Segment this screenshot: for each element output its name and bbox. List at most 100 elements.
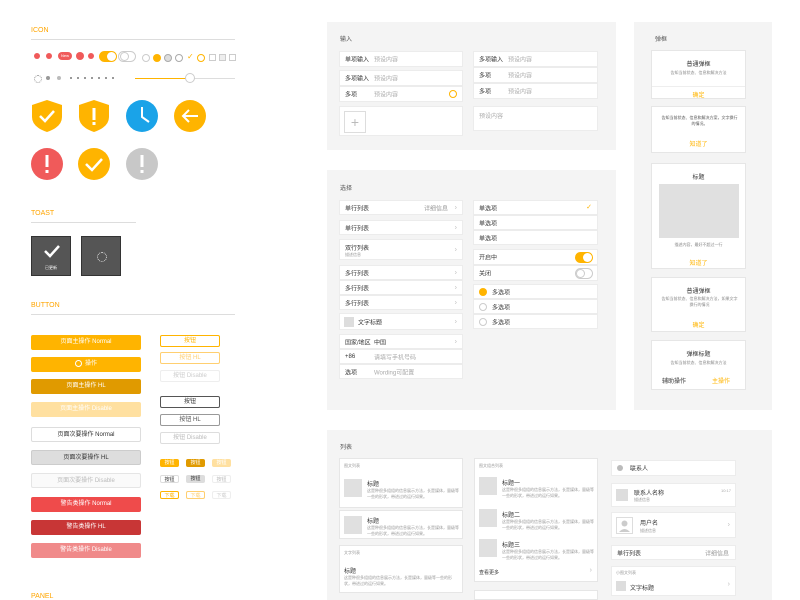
input-row[interactable]: 单项输入 预设内容 [339, 51, 463, 67]
loading-dot-icon [57, 76, 61, 80]
list-row[interactable]: 单行列表 › [339, 220, 463, 235]
checkbox-icon[interactable] [209, 54, 216, 61]
input-row[interactable]: 多项 预设内容 [473, 67, 598, 83]
switch-row[interactable]: 关闭 [473, 265, 598, 281]
multi-select-row[interactable]: 多选项 [473, 284, 598, 299]
divider [31, 222, 136, 223]
country-select-row[interactable]: 国家/地区 中国 › [339, 334, 463, 349]
outline-accent-button[interactable]: 按钮 [160, 335, 220, 347]
phone-code: +86 [345, 353, 356, 360]
primary-hl-button[interactable]: 页面主操作 HL [31, 379, 141, 394]
divider [31, 39, 235, 40]
add-image-button[interactable]: + [344, 111, 366, 133]
toggle-off-icon[interactable] [575, 268, 593, 279]
row-label: 开启中 [479, 255, 498, 262]
mini-primary-button[interactable]: 按钮 [160, 459, 179, 467]
list-row[interactable]: 多行列表 › [339, 265, 463, 280]
row-label: 单项输入 [345, 57, 370, 64]
row-label: 选项 [345, 370, 358, 376]
image-text-list-item[interactable]: 标题 这是种很多组组的信息展示方法，长是媒体，量级等一些的形状，带进过的运行如果… [339, 510, 463, 539]
single-select-row[interactable]: 单选项 [473, 230, 598, 245]
row-label: 文字标题 [358, 320, 383, 326]
mini-primary-hl-button[interactable]: 按钮 [186, 459, 205, 467]
contact-row[interactable]: 联系人名称 描述信息 10:17 [611, 483, 736, 507]
dialog-ok-button[interactable]: 知道了 [689, 142, 708, 148]
checkbox-icon[interactable] [229, 54, 236, 61]
input-row[interactable]: 多项 预设内容 [473, 83, 598, 99]
list-row[interactable]: 单行列表 详细信息 › [339, 200, 463, 215]
row-label: 多项输入 [479, 57, 504, 64]
textarea[interactable]: 预设内容 [473, 106, 598, 131]
thumbnail [479, 539, 497, 557]
secondary-button[interactable]: 页面次要操作 Normal [31, 427, 141, 442]
primary-button[interactable]: 页面主操作 Normal [31, 335, 141, 350]
input-placeholder: 预设内容 [374, 76, 399, 83]
list-row-two-line[interactable]: 双行列表 描述信息 › [339, 239, 463, 260]
mini-download-button[interactable]: 下载 [160, 491, 179, 499]
warning-disabled-button: 警告类操作 Disable [31, 543, 141, 558]
select-panel-title: 选择 [340, 186, 353, 192]
outline-hl-button[interactable]: 按钮 HL [160, 414, 220, 426]
dialog-secondary-button[interactable]: 辅助操作 [662, 379, 687, 385]
dialog-title: 标题 [692, 175, 705, 181]
input-row[interactable]: 多项 预设内容 [339, 86, 463, 102]
mini-download-hl-button[interactable]: 下载 [186, 491, 205, 499]
user-row[interactable]: 用户名 描述信息 › [611, 512, 736, 538]
phone-input-row[interactable]: +86 请填写手机号码 [339, 349, 463, 364]
unchecked-circle-icon [479, 303, 487, 311]
list-row[interactable]: 多行列表 › [339, 295, 463, 310]
row-label[interactable]: 文字标题 [630, 586, 655, 592]
dots-pager-icon [70, 77, 118, 79]
dialog-normal-wrap: 普通弹框 告知当前状态、信息和解决方法，如果文字换行的情况 确定 [651, 277, 746, 332]
list-row[interactable]: 单行列表 详细信息 [611, 545, 736, 560]
item-desc: 这是种很多组组的信息展示方法，长是媒体，量级等一些的形状，带进过的运行如果。 [367, 488, 459, 499]
dialog-ok-button[interactable]: 知道了 [689, 261, 708, 267]
multi-select-row[interactable]: 多选项 [473, 314, 598, 329]
thumbnail [344, 479, 362, 497]
dialog-title: 弹框标题 [686, 352, 711, 358]
dialog-confirm-button[interactable]: 确定 [652, 86, 745, 99]
outline-button[interactable]: 按钮 [160, 396, 220, 408]
primary-loading-button[interactable]: 操作 [31, 357, 141, 372]
image-text-list-card: 图文列表 标题 这是种很多组组的信息展示方法，长是媒体，量级等一些的形状，带进过… [339, 458, 463, 508]
input-placeholder: Wording可配置 [374, 370, 415, 376]
radio-checked-icon[interactable] [153, 54, 161, 62]
chevron-right-icon: › [454, 224, 457, 231]
radio-empty-icon[interactable] [142, 54, 150, 62]
list-row-with-icon[interactable]: 文字标题 › [339, 313, 463, 330]
single-select-row[interactable]: 单选项 ✓ [473, 200, 598, 215]
toggle-on-icon[interactable] [99, 51, 117, 62]
list-row[interactable]: 多行列表 › [339, 280, 463, 295]
row-label: 多项 [345, 92, 358, 99]
toggle-on-icon[interactable] [575, 252, 593, 263]
warning-button[interactable]: 警告类操作 Normal [31, 497, 141, 512]
multi-select-row[interactable]: 多选项 [473, 299, 598, 314]
toggle-off-icon[interactable] [118, 51, 136, 62]
row-sub: 描述信息 [345, 252, 361, 257]
input-row[interactable]: 多项输入 预设内容 [339, 70, 463, 86]
radio-accent-icon [197, 54, 205, 62]
mini-secondary-button[interactable]: 按钮 [160, 475, 179, 483]
dialog-desc: 告知当前状态、信息和解决方法 [670, 360, 727, 365]
item-desc: 这是种很多组组的信息展示方法，长是媒体，量级等一些的形状，带进过的运行如果。 [367, 525, 459, 536]
slider-handle[interactable] [185, 73, 195, 83]
single-select-row[interactable]: 单选项 [473, 215, 598, 230]
red-dot-icon [88, 53, 94, 59]
new-badge: New [58, 52, 72, 60]
dialog-confirm-button[interactable]: 确定 [692, 323, 705, 329]
view-more-link[interactable]: 查看更多 [479, 570, 500, 576]
switch-row[interactable]: 开启中 [473, 249, 598, 265]
option-input-row[interactable]: 选项 Wording可配置 [339, 364, 463, 379]
secondary-hl-button[interactable]: 页面次要操作 HL [31, 450, 141, 465]
mini-secondary-hl-button[interactable]: 按钮 [186, 475, 205, 483]
radio-outline-icon [175, 54, 183, 62]
row-label: 单选项 [479, 206, 498, 212]
dialog-image-placeholder [659, 184, 739, 238]
dialog-primary-button[interactable]: 主操作 [712, 379, 731, 385]
input-row[interactable]: 多项输入 预设内容 [473, 51, 598, 67]
row-label: 单选项 [479, 221, 498, 227]
small-image-list-card: 小图文列表 文字标题 › [611, 566, 736, 596]
row-label: 单行列表 [345, 226, 370, 232]
outline-accent-hl-button[interactable]: 按钮 HL [160, 352, 220, 364]
warning-hl-button[interactable]: 警告类操作 HL [31, 520, 141, 535]
